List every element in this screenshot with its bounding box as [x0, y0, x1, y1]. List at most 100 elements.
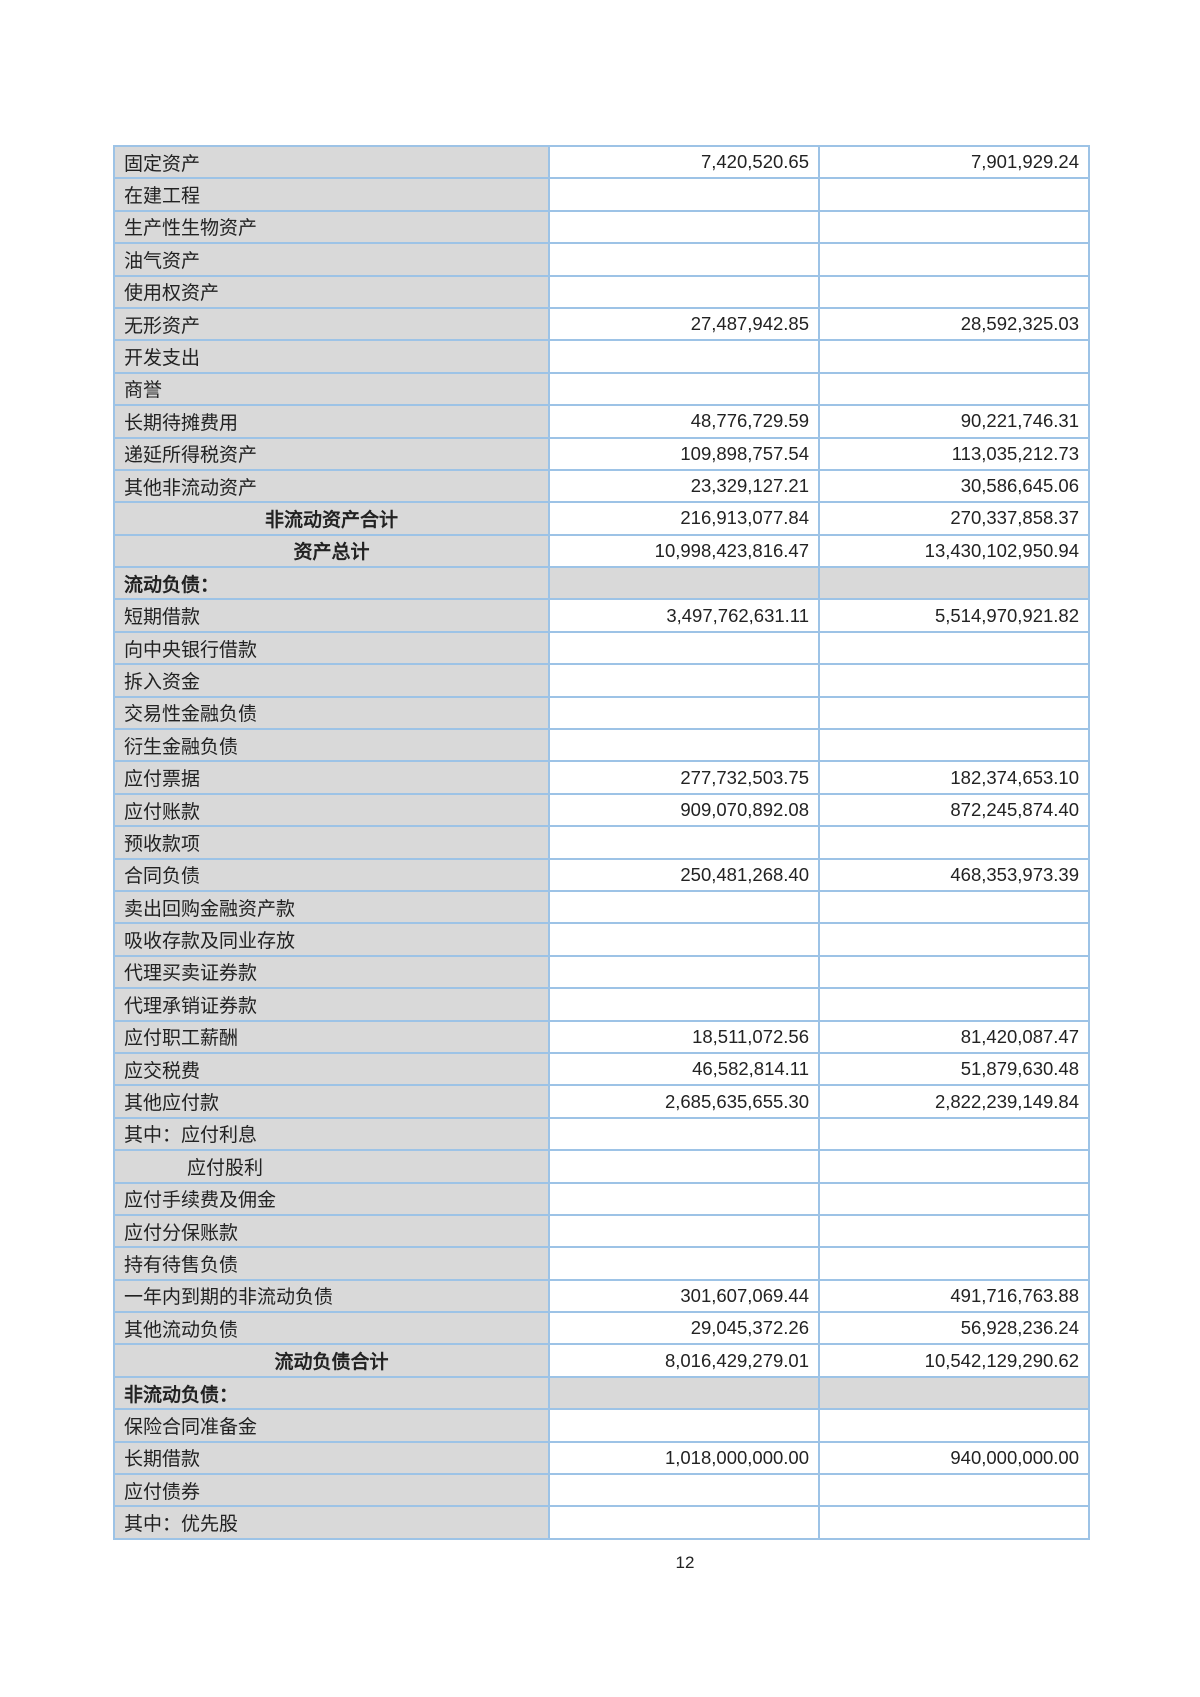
total-row: 非流动资产合计 216,913,077.84 270,337,858.37	[113, 501, 1090, 536]
value-col-1	[548, 825, 820, 860]
table-row: 应付分保账款	[113, 1213, 1090, 1249]
row-label: 其他流动负债	[113, 1311, 550, 1346]
row-label: 使用权资产	[113, 274, 550, 309]
table-row: 其他非流动资产 23,329,127.21 30,586,645.06	[113, 468, 1090, 504]
value-col-1: 216,913,077.84	[548, 501, 820, 536]
value-col-1: 301,607,069.44	[548, 1278, 820, 1314]
value-col-2	[818, 695, 1090, 731]
table-row: 交易性金融负债	[113, 695, 1090, 731]
value-col-2	[818, 630, 1090, 666]
table-row: 应交税费 46,582,814.11 51,879,630.48	[113, 1051, 1090, 1087]
value-col-2: 13,430,102,950.94	[818, 533, 1090, 569]
value-col-1	[548, 209, 820, 245]
table-row: 保险合同准备金	[113, 1408, 1090, 1443]
table-row: 长期借款 1,018,000,000.00 940,000,000.00	[113, 1440, 1090, 1476]
value-col-1	[548, 728, 820, 763]
section-header-row: 非流动负债：	[113, 1375, 1090, 1411]
row-label: 应付票据	[113, 760, 550, 795]
table-row: 应付职工薪酬 18,511,072.56 81,420,087.47	[113, 1019, 1090, 1054]
value-col-2	[818, 889, 1090, 925]
row-label: 其他应付款	[113, 1084, 550, 1119]
value-col-1: 909,070,892.08	[548, 792, 820, 828]
value-col-1: 8,016,429,279.01	[548, 1343, 820, 1378]
value-col-2: 2,822,239,149.84	[818, 1084, 1090, 1119]
row-label: 长期待摊费用	[113, 404, 550, 439]
row-label: 卖出回购金融资产款	[113, 889, 550, 925]
page-number: 12	[675, 1553, 695, 1572]
value-col-2	[818, 177, 1090, 212]
row-label: 代理买卖证券款	[113, 954, 550, 990]
balance-sheet-table: 固定资产 7,420,520.65 7,901,929.24 在建工程 生产性生物资产油…	[113, 144, 1090, 1540]
value-col-1	[548, 954, 820, 990]
value-col-2: 270,337,858.37	[818, 501, 1090, 536]
value-col-2: 182,374,653.10	[818, 760, 1090, 795]
table-row: 向中央银行借款	[113, 630, 1090, 666]
value-col-2	[818, 566, 1090, 601]
value-col-2	[818, 1181, 1090, 1216]
table-row: 开发支出	[113, 339, 1090, 374]
value-col-2	[818, 922, 1090, 957]
row-label: 代理承销证券款	[113, 987, 550, 1022]
row-label: 其中：优先股	[113, 1505, 550, 1540]
row-label: 应付账款	[113, 792, 550, 828]
value-col-2	[818, 825, 1090, 860]
value-col-2	[818, 1375, 1090, 1411]
value-col-1: 48,776,729.59	[548, 404, 820, 439]
value-col-1	[548, 177, 820, 212]
value-col-1	[548, 695, 820, 731]
value-col-1: 23,329,127.21	[548, 468, 820, 504]
value-col-1	[548, 1375, 820, 1411]
table-row: 代理承销证券款	[113, 987, 1090, 1022]
table-row: 无形资产 27,487,942.85 28,592,325.03	[113, 306, 1090, 342]
row-label: 一年内到期的非流动负债	[113, 1278, 550, 1314]
row-label: 应付债券	[113, 1473, 550, 1508]
table-row: 商誉	[113, 371, 1090, 407]
row-label: 油气资产	[113, 242, 550, 277]
value-col-1: 10,998,423,816.47	[548, 533, 820, 569]
value-col-1	[548, 1505, 820, 1540]
table-row: 应付票据 277,732,503.75 182,374,653.10	[113, 760, 1090, 795]
value-col-2: 468,353,973.39	[818, 857, 1090, 892]
row-label: 应交税费	[113, 1051, 550, 1087]
value-col-1: 29,045,372.26	[548, 1311, 820, 1346]
value-col-1	[548, 1181, 820, 1216]
row-label: 拆入资金	[113, 663, 550, 698]
value-col-1	[548, 566, 820, 601]
row-label: 无形资产	[113, 306, 550, 342]
table-row: 预收款项	[113, 825, 1090, 860]
table-row: 拆入资金	[113, 663, 1090, 698]
row-label: 其他非流动资产	[113, 468, 550, 504]
table-row: 其中：应付利息	[113, 1116, 1090, 1152]
value-col-1	[548, 339, 820, 374]
row-label: 递延所得税资产	[113, 436, 550, 471]
value-col-1: 1,018,000,000.00	[548, 1440, 820, 1476]
table-row: 长期待摊费用 48,776,729.59 90,221,746.31	[113, 404, 1090, 439]
table-row: 应付股利	[113, 1149, 1090, 1184]
row-label: 开发支出	[113, 339, 550, 374]
value-col-2	[818, 1213, 1090, 1249]
value-col-1: 109,898,757.54	[548, 436, 820, 471]
section-header-row: 流动负债：	[113, 566, 1090, 601]
value-col-1: 7,420,520.65	[548, 144, 820, 180]
value-col-1	[548, 663, 820, 698]
value-col-1	[548, 274, 820, 309]
value-col-2	[818, 954, 1090, 990]
table-row: 其他流动负债 29,045,372.26 56,928,236.24	[113, 1311, 1090, 1346]
value-col-1	[548, 630, 820, 666]
value-col-1	[548, 371, 820, 407]
value-col-2	[818, 339, 1090, 374]
value-col-1: 250,481,268.40	[548, 857, 820, 892]
value-col-1	[548, 889, 820, 925]
value-col-2	[818, 274, 1090, 309]
table-row: 应付手续费及佣金	[113, 1181, 1090, 1216]
row-label: 其中：应付利息	[113, 1116, 550, 1152]
row-label: 交易性金融负债	[113, 695, 550, 731]
row-label: 短期借款	[113, 598, 550, 633]
value-col-2: 113,035,212.73	[818, 436, 1090, 471]
row-label: 应付手续费及佣金	[113, 1181, 550, 1216]
value-col-1	[548, 1116, 820, 1152]
row-label: 应付股利	[113, 1149, 550, 1184]
row-label: 预收款项	[113, 825, 550, 860]
row-label: 吸收存款及同业存放	[113, 922, 550, 957]
value-col-2	[818, 371, 1090, 407]
